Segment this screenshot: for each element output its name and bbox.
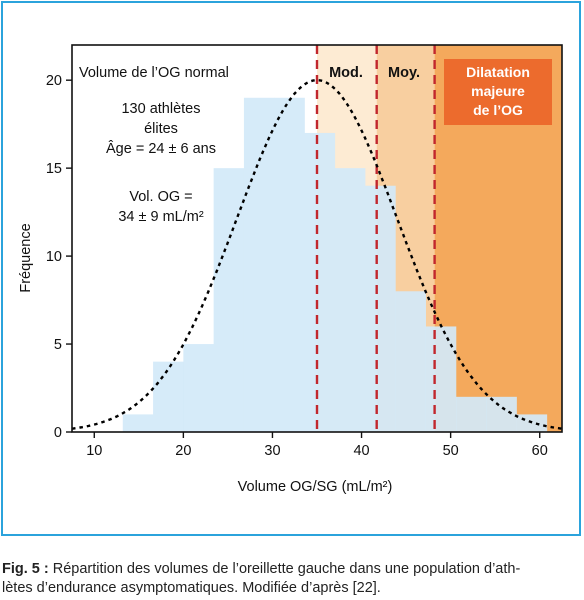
histogram-bar — [395, 291, 426, 432]
y-tick-label: 0 — [54, 425, 62, 441]
annotation-moy: Moy. — [388, 65, 420, 81]
annotation-pop-line3: Âge = 24 ± 6 ans — [106, 140, 216, 157]
annotation-pop-line2: élites — [144, 121, 178, 137]
histogram-bar — [183, 344, 214, 432]
threshold-lines — [315, 45, 436, 432]
histogram-bar — [243, 97, 275, 432]
x-tick-label: 30 — [264, 443, 280, 459]
histogram-bar — [304, 132, 336, 433]
y-tick-label: 5 — [54, 337, 62, 353]
histogram-bar — [213, 168, 245, 433]
x-tick-label: 40 — [353, 443, 369, 459]
histogram-bar — [122, 414, 154, 432]
x-tick-label: 20 — [175, 443, 191, 459]
y-tick-label: 15 — [46, 161, 62, 177]
histogram-bar — [486, 396, 517, 432]
histogram-bar — [425, 326, 457, 432]
normal-curve — [71, 78, 563, 430]
histogram-bar — [516, 414, 548, 432]
figure-frame — [1, 1, 581, 536]
figure-caption: Fig. 5 : Répartition des volumes de l’or… — [2, 560, 580, 598]
annotation-mod: Mod. — [329, 65, 363, 81]
histogram-chart: 10 20 30 40 50 60 0 5 10 15 20 Volume de l’OG norm… — [18, 44, 563, 495]
caption-label: Fig. 5 : — [2, 561, 49, 577]
annotation-major-line1: Dilatation — [466, 64, 530, 80]
annotation-pop-line1: 130 athlètes — [121, 101, 200, 117]
histogram-bar — [274, 97, 305, 432]
y-tick-label: 10 — [46, 249, 62, 265]
histogram-bar — [365, 185, 396, 432]
axis-ticks: 10 20 30 40 50 60 0 5 10 15 20 — [46, 73, 548, 459]
histogram-bar — [334, 168, 366, 433]
x-axis-label: Volume OG/SG (mL/m²) — [238, 479, 393, 495]
histogram-bar — [153, 361, 184, 432]
annotation-vol-line2: 34 ± 9 mL/m² — [118, 209, 203, 225]
caption-text-line2: lètes d’endurance asymptomatiques. Modif… — [2, 580, 381, 596]
annotation-vol-line1: Vol. OG = — [129, 189, 192, 205]
annotation-normal: Volume de l’OG normal — [79, 65, 229, 81]
x-tick-label: 60 — [532, 443, 548, 459]
x-tick-label: 50 — [443, 443, 459, 459]
y-axis-label: Fréquence — [18, 223, 34, 292]
annotation-major-line3: de l’OG — [473, 102, 523, 118]
major-dilatation-box — [444, 59, 552, 125]
plot-area-border — [71, 44, 563, 433]
caption-text-line1: Répartition des volumes de l’oreillette … — [48, 561, 521, 577]
x-tick-label: 10 — [86, 443, 102, 459]
y-tick-label: 20 — [46, 73, 62, 89]
annotation-major-line2: majeure — [471, 83, 525, 99]
histogram-bar — [455, 396, 487, 432]
histogram-bars — [122, 97, 548, 433]
